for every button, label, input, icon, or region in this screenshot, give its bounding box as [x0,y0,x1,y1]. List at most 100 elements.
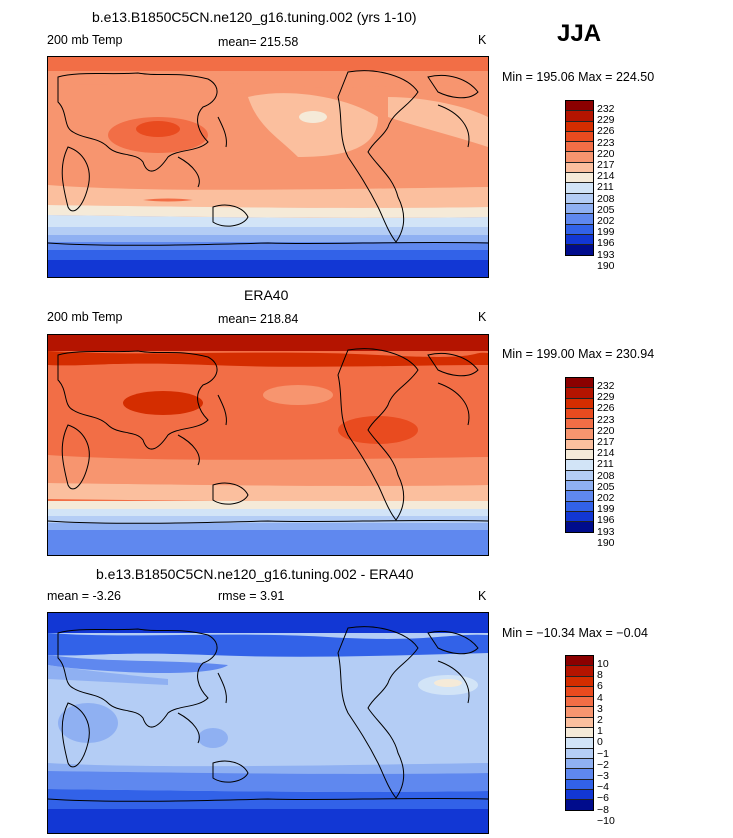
colorbar-label: 226 [597,125,615,138]
panel1-colorbar [565,100,594,257]
panel1-map [47,56,489,278]
panel3-units: K [478,589,487,603]
colorbar-label: 232 [597,103,615,115]
panel1-variable: 200 mb Temp [47,33,123,47]
colorbar-label: 211 [597,458,614,471]
colorbar-label: 208 [597,192,615,205]
swatch [566,408,593,420]
colorbar-label: 0 [597,736,603,749]
swatch [566,656,593,667]
colorbar-label: 232 [597,380,615,392]
panel1-minmax: Min = 195.06 Max = 224.50 [502,70,655,84]
colorbar-label: 3 [597,702,603,715]
colorbar-label: 190 [597,259,615,272]
colorbar-label: 220 [597,424,615,437]
colorbar-label: 6 [597,680,603,693]
swatch [566,214,593,225]
swatch [566,758,593,770]
swatch [566,769,593,780]
swatch [566,522,593,533]
swatch [566,131,593,143]
colorbar-label: 223 [597,136,615,149]
colorbar-label: −1 [597,747,609,760]
swatch [566,800,593,811]
panel1-coastlines [48,70,488,246]
colorbar-label: 196 [597,237,615,250]
colorbar-label: 208 [597,469,615,482]
colorbar-label: 202 [597,215,615,228]
colorbar-label: 202 [597,492,615,505]
colorbar-label: −3 [597,770,609,783]
swatch [566,707,593,718]
panel2-units: K [478,310,487,324]
swatch [566,491,593,502]
swatch [566,419,593,430]
panel3-contour-field [48,613,488,833]
panel2-map [47,334,489,556]
colorbar-label: 193 [597,248,615,261]
colorbar-label: −2 [597,758,609,771]
swatch [566,676,593,687]
colorbar-label: −4 [597,781,609,794]
swatch [566,501,593,512]
swatch [566,789,593,801]
swatch [566,193,593,204]
panel2-colorbar [565,377,594,534]
swatch [566,686,593,698]
panel2-title: ERA40 [244,287,289,303]
panel2-mean: mean= 218.84 [218,312,299,326]
colorbar-label: 4 [597,691,603,704]
colorbar-label: 196 [597,514,615,527]
season-label: JJA [557,20,602,47]
colorbar-label: 205 [597,203,615,216]
colorbar-label: 226 [597,402,615,415]
panel2-contour-field [48,335,488,555]
colorbar-label: 193 [597,525,615,538]
panel3-colorbar [565,655,594,812]
panel2-colorbar-labels: 232 229 226 223 220 217 214 211 208 205 … [597,380,615,549]
swatch [566,439,593,451]
panel3-coastlines [48,626,488,802]
swatch [566,480,593,492]
panel3-rmse: rmse = 3.91 [218,589,285,603]
colorbar-label: 214 [597,447,615,460]
panel1-units: K [478,33,487,47]
panel2-minmax: Min = 199.00 Max = 230.94 [502,347,655,361]
swatch [566,121,593,132]
swatch [566,728,593,739]
colorbar-label: −8 [597,803,609,816]
swatch [566,738,593,749]
swatch [566,470,593,481]
panel3-colorbar-labels: 10 8 6 4 3 2 1 0 −1 −2 −3 −4 −6 −8 −10 [597,658,615,827]
swatch [566,460,593,471]
swatch [566,224,593,235]
swatch [566,398,593,409]
panel3-mean: mean = -3.26 [47,589,122,603]
colorbar-label: 217 [597,159,615,172]
colorbar-label: 8 [597,669,603,682]
swatch [566,450,593,461]
colorbar-label: −6 [597,792,609,805]
swatch [566,511,593,523]
colorbar-label: 2 [597,714,603,727]
panel3-minmax: Min = −10.34 Max = −0.04 [502,626,648,640]
panel1-title: b.e13.B1850C5CN.ne120_g16.tuning.002 (yr… [92,9,417,25]
colorbar-label: 190 [597,536,615,549]
swatch [566,378,593,389]
colorbar-label: 220 [597,147,615,160]
swatch [566,203,593,215]
colorbar-label: 229 [597,391,615,404]
colorbar-label: 10 [597,658,609,670]
swatch [566,245,593,256]
swatch [566,152,593,163]
swatch [566,183,593,194]
colorbar-label: 217 [597,436,615,449]
colorbar-label: 211 [597,181,614,194]
swatch [566,697,593,708]
panel1-colorbar-labels: 232 229 226 223 220 217 214 211 208 205 … [597,103,615,272]
swatch [566,748,593,759]
panel3-map [47,612,489,834]
colorbar-label: 229 [597,114,615,127]
colorbar-label: 223 [597,413,615,426]
swatch [566,717,593,729]
